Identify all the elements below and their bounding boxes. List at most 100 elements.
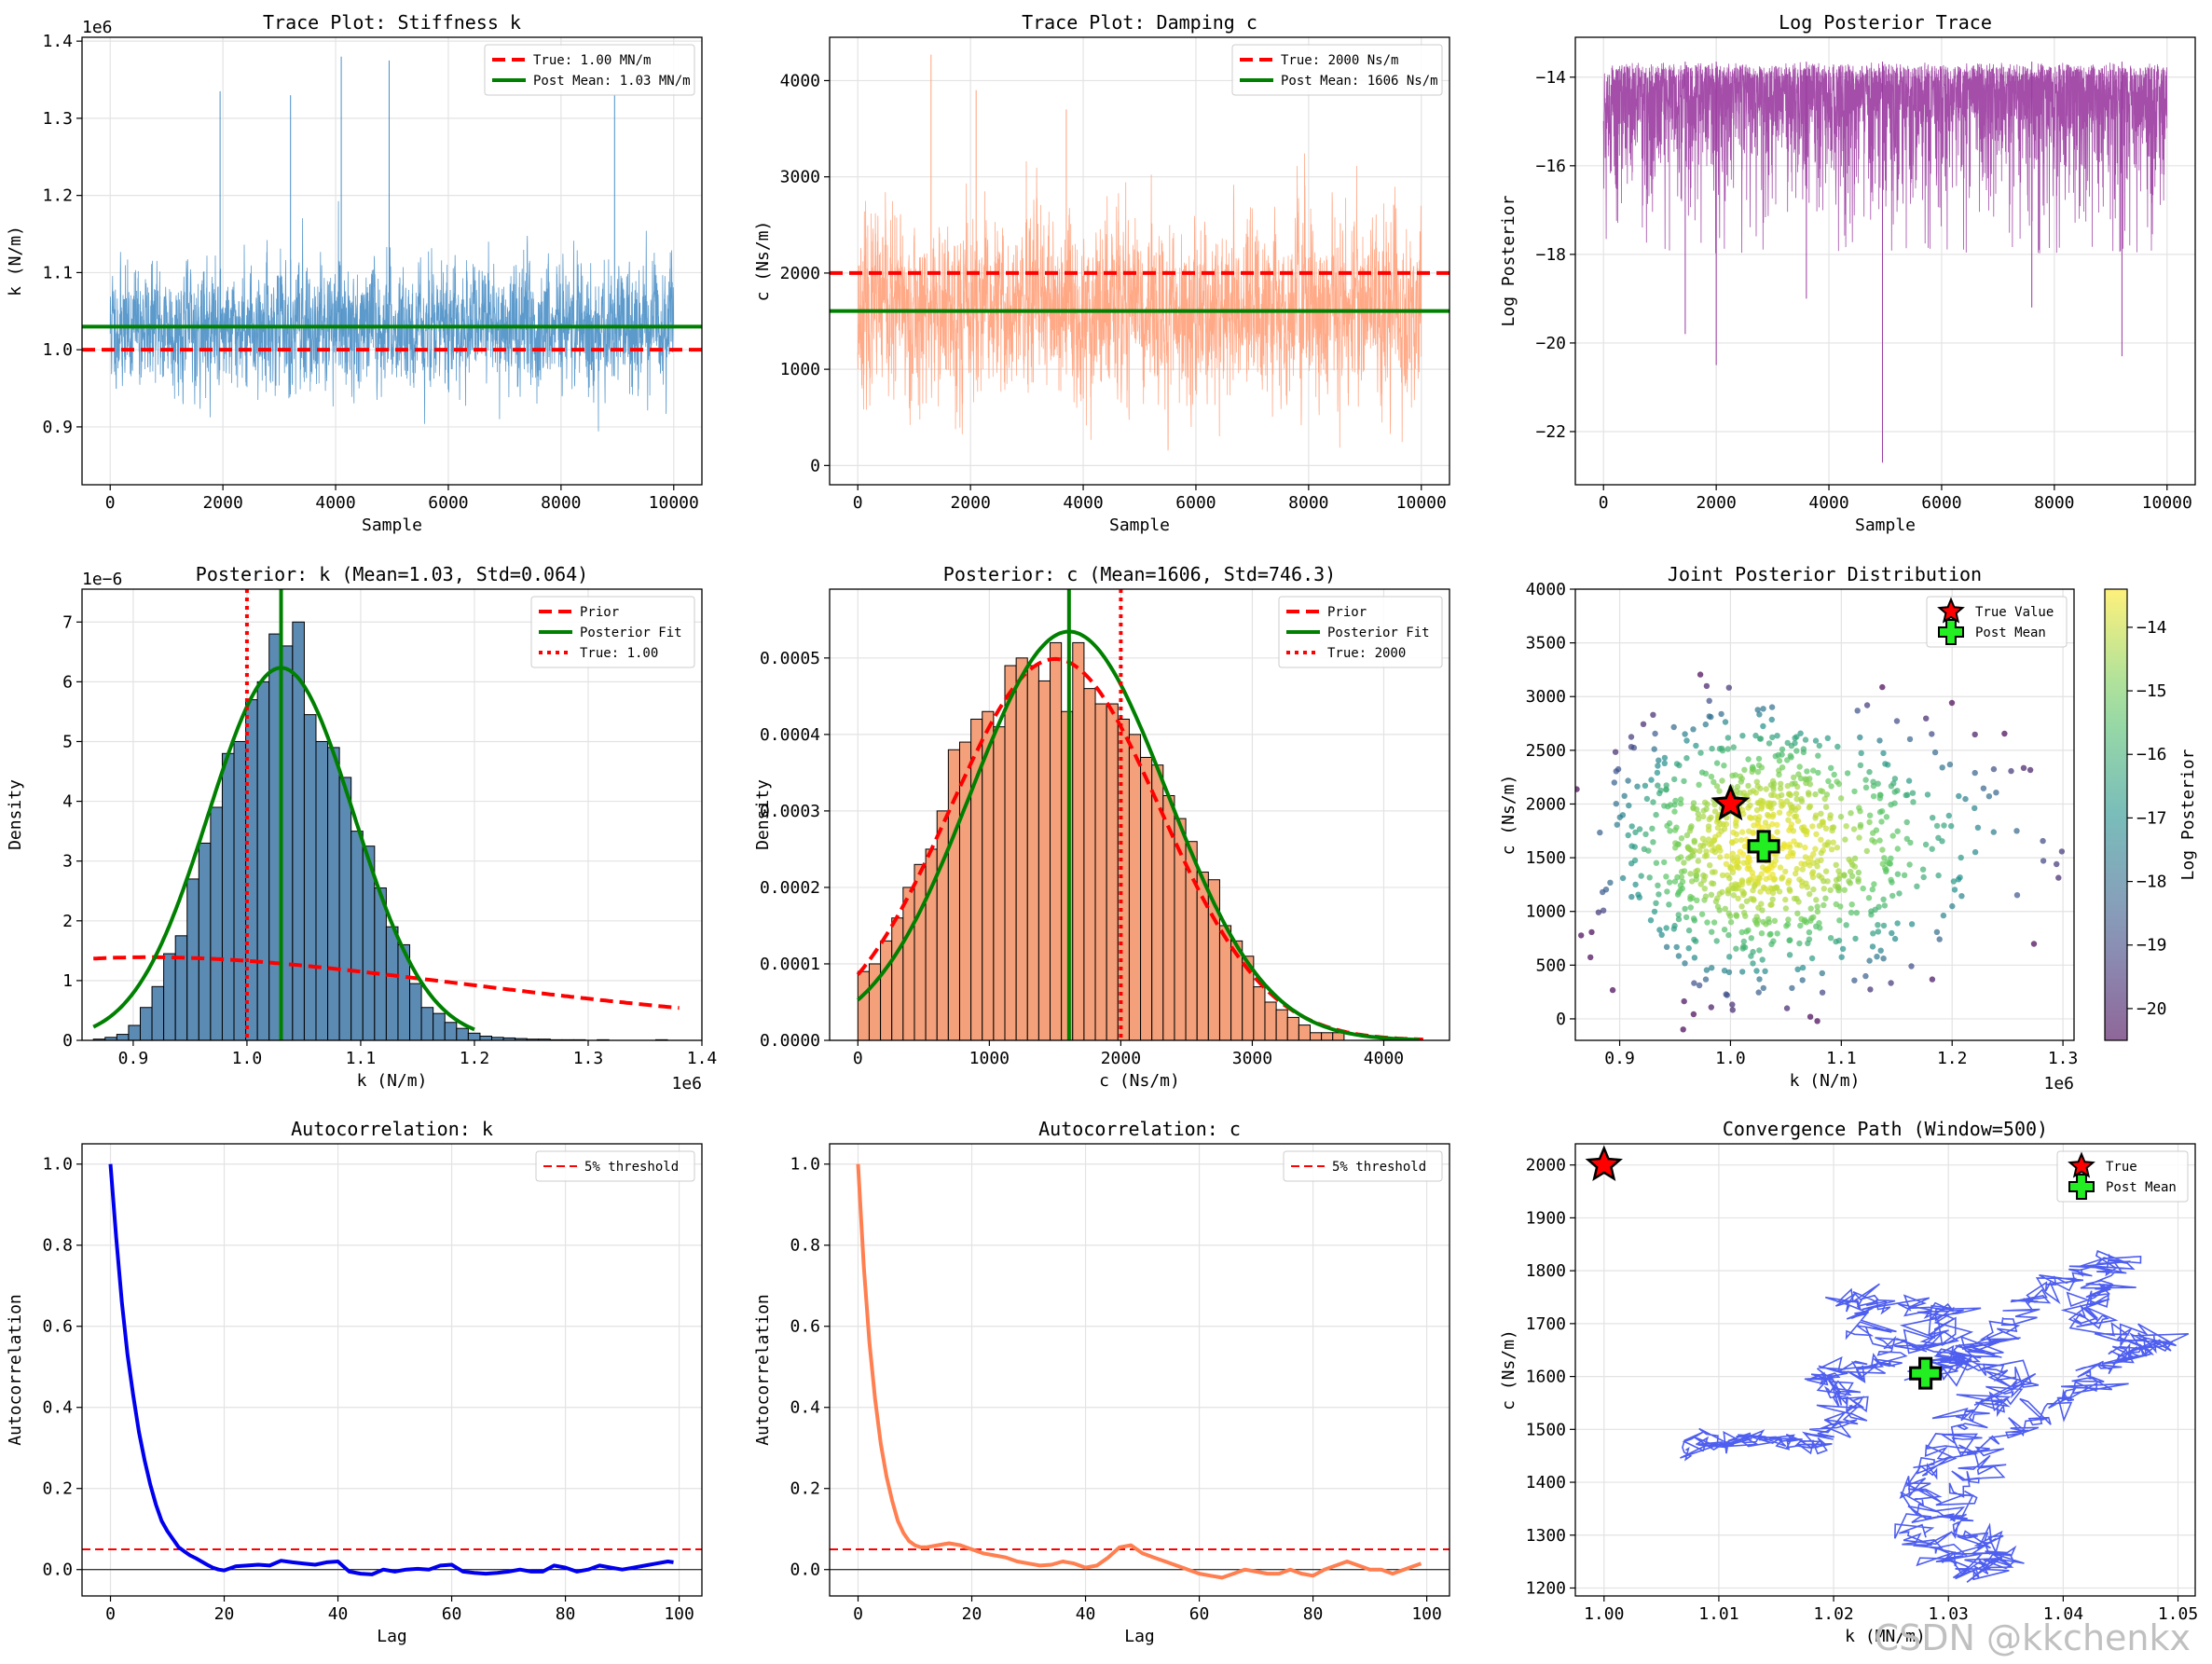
scatter-point <box>1906 736 1914 743</box>
scatter-point <box>1785 791 1793 798</box>
scatter-point <box>1919 866 1927 873</box>
scatter-point <box>1798 878 1806 886</box>
scatter-point <box>1755 989 1762 996</box>
scatter-point <box>1939 764 1945 771</box>
scatter-point <box>1808 955 1816 962</box>
scatter-point <box>1857 808 1863 815</box>
scatter-point <box>1704 919 1711 926</box>
x-axis-label: k (N/m) <box>1790 1071 1861 1091</box>
scatter-point <box>1779 791 1785 799</box>
legend-label: Post Mean <box>1975 626 2046 640</box>
scatter-point <box>1713 938 1720 944</box>
y-tick-label: 0 <box>62 1031 73 1051</box>
scatter-point <box>1705 827 1712 833</box>
scatter-point <box>1795 771 1802 777</box>
scatter-point <box>1993 790 1999 796</box>
scatter-point <box>1702 976 1710 983</box>
scatter-point <box>1807 803 1814 809</box>
scatter-point <box>1642 782 1649 789</box>
scatter-point <box>1746 879 1752 887</box>
legend-label: True: 1.00 <box>580 646 658 661</box>
y-tick-label: −20 <box>1535 334 1566 353</box>
legend-label: Prior <box>1327 605 1367 620</box>
scatter-point <box>1738 881 1745 888</box>
scatter-point <box>1703 682 1711 690</box>
scatter-point <box>1883 866 1889 873</box>
scatter-point <box>1745 927 1752 934</box>
scatter-point <box>1857 762 1864 769</box>
scatter-point <box>1588 928 1595 936</box>
x-offset-label: 1e6 <box>2043 1074 2074 1093</box>
scatter-point <box>1922 841 1930 848</box>
scatter-point <box>1729 1001 1736 1008</box>
scatter-point <box>1837 795 1845 802</box>
scatter-point <box>1891 935 1899 942</box>
scatter-point <box>1955 876 1962 883</box>
scatter-point <box>1636 826 1643 832</box>
scatter-point <box>1757 797 1765 804</box>
histogram-bar <box>1140 756 1153 1040</box>
scatter-point <box>1888 980 1894 986</box>
scatter-point <box>1819 989 1826 996</box>
scatter-point <box>1597 829 1603 836</box>
scatter-point <box>1824 735 1832 741</box>
scatter-point <box>1792 735 1798 741</box>
scatter-point <box>1747 789 1753 796</box>
scatter-point <box>1901 872 1908 878</box>
scatter-point <box>1889 879 1895 886</box>
scatter-point <box>1870 793 1877 800</box>
scatter-point <box>1678 873 1685 880</box>
scatter-point <box>2013 892 2021 899</box>
y-tick-label: 1 <box>62 971 73 991</box>
scatter-point <box>1875 903 1882 910</box>
scatter-point <box>1753 968 1760 974</box>
scatter-point <box>1685 846 1693 852</box>
scatter-point <box>1972 769 1978 777</box>
scatter-point <box>1671 922 1678 929</box>
scatter-point <box>1768 941 1775 947</box>
legend-label: True: 2000 <box>1327 646 1406 661</box>
scatter-point <box>1711 801 1718 808</box>
y-tick-label: 1.2 <box>42 186 73 206</box>
scatter-point <box>1738 776 1746 782</box>
legend-frame <box>535 1150 695 1182</box>
scatter-point <box>1778 798 1785 805</box>
scatter-point <box>1935 872 1942 879</box>
scatter-point <box>1673 943 1680 951</box>
scatter-point <box>1853 910 1861 916</box>
scatter-point <box>1875 780 1881 787</box>
scatter-point <box>1723 991 1729 997</box>
scatter-point <box>1889 892 1896 900</box>
scatter-point <box>1794 966 1801 973</box>
colorbar-tick-label: −16 <box>2136 745 2167 764</box>
scatter-point <box>1814 1018 1820 1025</box>
scatter-point <box>1752 883 1758 889</box>
scatter-point <box>1675 953 1683 959</box>
scatter-point <box>1784 853 1792 860</box>
scatter-point <box>1640 721 1647 727</box>
scatter-point <box>1769 889 1777 896</box>
scatter-point <box>1682 960 1688 967</box>
scatter-point <box>1741 766 1748 773</box>
scatter-point <box>1818 849 1825 857</box>
scatter-point <box>1770 786 1777 792</box>
x-tick-label: 4000 <box>1063 493 1103 513</box>
scatter-point <box>1709 965 1715 971</box>
histogram-bar <box>420 1007 434 1040</box>
scatter-point <box>1836 917 1843 924</box>
scatter-point <box>1757 736 1765 742</box>
histogram-bar <box>1015 657 1028 1040</box>
scatter-point <box>1870 930 1876 937</box>
panel-title: Log Posterior Trace <box>1779 11 1992 34</box>
histogram-bar <box>1253 986 1266 1040</box>
scatter-point <box>1806 928 1813 936</box>
scatter-point <box>2013 828 2020 834</box>
scatter-point <box>1945 812 1952 819</box>
scatter-point <box>1841 887 1848 893</box>
x-tick-label: 20 <box>214 1604 235 1624</box>
scatter-point <box>1729 1007 1737 1013</box>
scatter-point <box>1678 796 1684 803</box>
scatter-point <box>1808 871 1816 877</box>
histogram-bar <box>1151 764 1164 1040</box>
histogram-bar <box>433 1012 446 1040</box>
